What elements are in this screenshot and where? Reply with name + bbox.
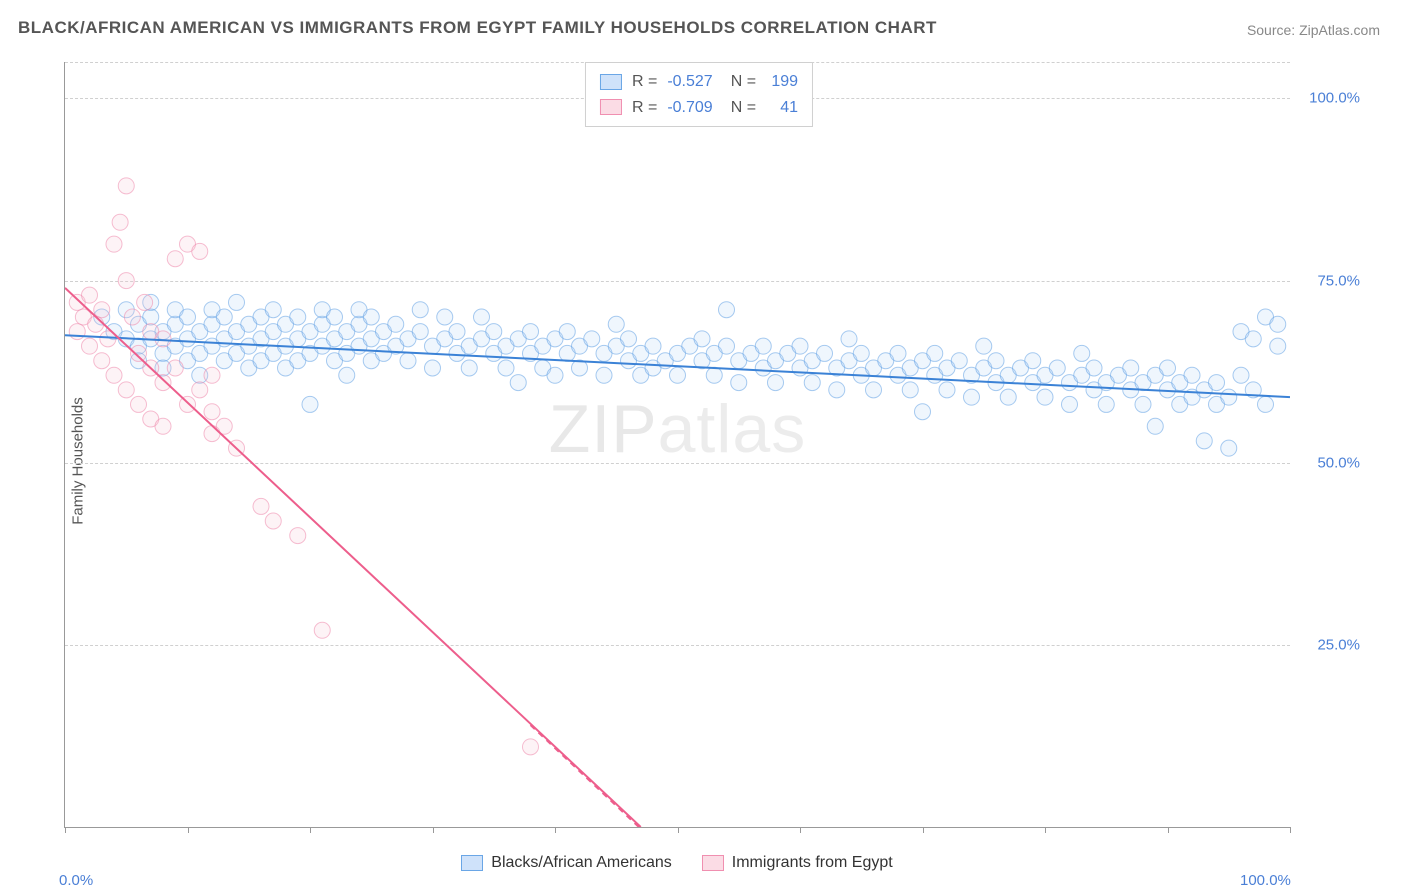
x-tick <box>65 827 66 833</box>
legend-r-value: -0.709 <box>667 95 712 121</box>
legend-r-label: R = <box>632 69 657 95</box>
legend-r-value: -0.527 <box>667 69 712 95</box>
legend-n-value: 199 <box>766 69 798 95</box>
x-tick <box>800 827 801 833</box>
correlation-legend: R = -0.527 N = 199 R = -0.709 N = 41 <box>585 62 813 127</box>
x-tick <box>678 827 679 833</box>
x-tick <box>923 827 924 833</box>
series-legend: Blacks/African Americans Immigrants from… <box>64 854 1290 872</box>
legend-row: R = -0.527 N = 199 <box>600 69 798 95</box>
legend-swatch <box>702 855 724 871</box>
x-tick <box>555 827 556 833</box>
y-tick-label: 50.0% <box>1317 454 1360 471</box>
legend-series-label: Immigrants from Egypt <box>732 854 893 872</box>
x-tick-label: 0.0% <box>59 872 93 889</box>
y-tick-label: 100.0% <box>1309 90 1360 107</box>
source-attribution: Source: ZipAtlas.com <box>1247 22 1380 38</box>
x-tick <box>310 827 311 833</box>
legend-swatch <box>461 855 483 871</box>
x-tick <box>433 827 434 833</box>
legend-n-label: N = <box>731 95 756 121</box>
legend-swatch <box>600 99 622 115</box>
plot-svg <box>65 62 1290 827</box>
x-tick <box>1045 827 1046 833</box>
x-tick <box>1290 827 1291 833</box>
plot-area: ZIPatlas 25.0%50.0%75.0%100.0%0.0%100.0% <box>64 62 1290 828</box>
x-tick <box>188 827 189 833</box>
legend-item: Blacks/African Americans <box>461 854 672 872</box>
legend-r-label: R = <box>632 95 657 121</box>
legend-n-label: N = <box>731 69 756 95</box>
x-tick <box>1168 827 1169 833</box>
x-tick-label: 100.0% <box>1240 872 1291 889</box>
legend-swatch <box>600 74 622 90</box>
y-tick-label: 25.0% <box>1317 636 1360 653</box>
chart-title: BLACK/AFRICAN AMERICAN VS IMMIGRANTS FRO… <box>18 18 937 38</box>
legend-row: R = -0.709 N = 41 <box>600 95 798 121</box>
legend-series-label: Blacks/African Americans <box>491 854 672 872</box>
source-label: Source: <box>1247 22 1295 38</box>
legend-n-value: 41 <box>766 95 798 121</box>
chart-container: Family Households ZIPatlas 25.0%50.0%75.… <box>18 48 1380 874</box>
y-tick-label: 75.0% <box>1317 272 1360 289</box>
source-link[interactable]: ZipAtlas.com <box>1299 22 1380 38</box>
legend-item: Immigrants from Egypt <box>702 854 893 872</box>
